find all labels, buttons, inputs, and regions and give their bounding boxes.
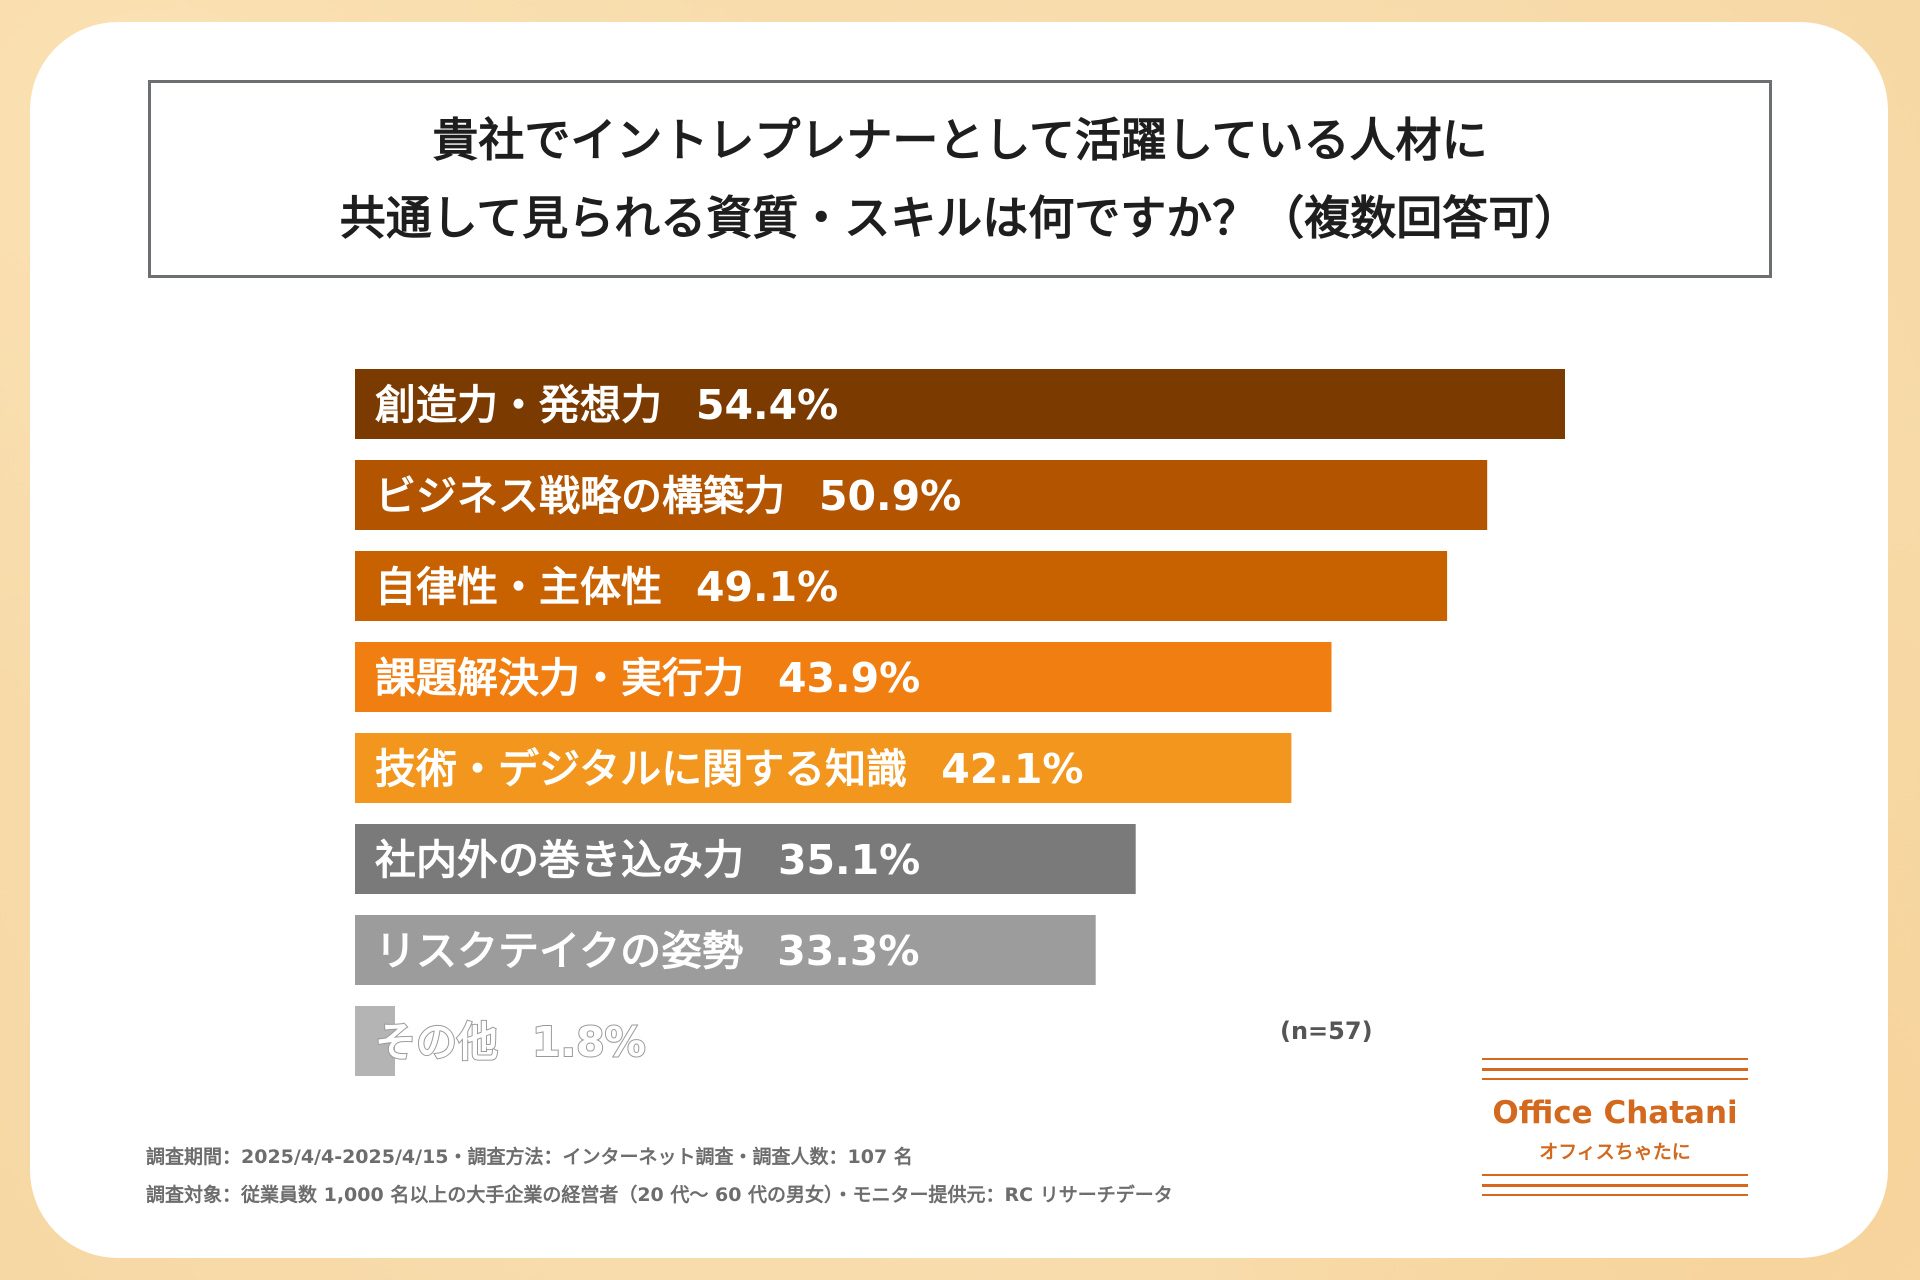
bar-value-label: 35.1% (778, 836, 920, 884)
logo-main-text: Office Chatani (1492, 1095, 1738, 1131)
bar-2 (355, 460, 1488, 530)
bar-8 (355, 1006, 395, 1076)
logo-rule (1482, 1174, 1748, 1176)
bar-category-label: 創造力・発想力 (375, 381, 662, 429)
bar-category-label: 技術・デジタルに関する知識 (375, 745, 907, 793)
bar-5 (355, 733, 1292, 803)
logo-rule (1482, 1078, 1748, 1080)
bar-category-label: ビジネス戦略の構築力 (375, 472, 785, 520)
bar-value-label: 43.9% (778, 654, 920, 702)
survey-target-note: 調査対象：従業員数 1,000 名以上の大手企業の経営者（20 代～ 60 代の… (146, 1184, 1173, 1206)
bar-value-label: 1.8% (532, 1018, 646, 1066)
bar-4 (355, 642, 1332, 712)
bar-label-8: その他 1.8% (375, 1018, 646, 1066)
survey-period-note: 調査期間：2025/4/4-2025/4/15・調査方法：インターネット調査・調… (146, 1146, 913, 1168)
bar-value-label: 54.4% (696, 381, 838, 429)
bar-label-5: 技術・デジタルに関する知識 42.1% (375, 745, 1083, 793)
sample-size-label: (n=57) (1280, 1017, 1373, 1045)
logo-rule (1482, 1058, 1748, 1060)
chart-title-line-2: 共通して見られる資質・スキルは何ですか？（複数回答可） (339, 191, 1581, 245)
bar-label-3: 自律性・主体性 49.1% (375, 563, 838, 611)
bar-value-label: 42.1% (941, 745, 1083, 793)
bar-category-label: 社内外の巻き込み力 (375, 836, 744, 884)
bar-6 (355, 824, 1136, 894)
logo-rule (1482, 1194, 1748, 1196)
bar-1 (355, 369, 1565, 439)
bar-category-label: その他 (375, 1018, 498, 1066)
office-chatani-logo: Office Chatani オフィスちゃたに (1482, 1055, 1748, 1205)
bar-category-label: 課題解決力・実行力 (375, 654, 744, 702)
bar-value-label: 50.9% (819, 472, 961, 520)
bar-label-1: 創造力・発想力 54.4% (375, 381, 838, 429)
logo-rule (1482, 1184, 1748, 1187)
bar-value-label: 49.1% (696, 563, 838, 611)
bar-category-label: リスクテイクの姿勢 (375, 927, 743, 975)
chart-title-line-1: 貴社でイントレプレナーとして活躍している人材に (432, 113, 1488, 167)
bar-label-2: ビジネス戦略の構築力 50.9% (375, 472, 961, 520)
logo-rule (1482, 1068, 1748, 1071)
bar-label-4: 課題解決力・実行力 43.9% (375, 654, 920, 702)
bar-category-label: 自律性・主体性 (375, 563, 662, 611)
bar-7 (355, 915, 1096, 985)
chart-title-box: 貴社でイントレプレナーとして活躍している人材に 共通して見られる資質・スキルは何… (148, 80, 1772, 278)
bar-3 (355, 551, 1448, 621)
bar-label-6: 社内外の巻き込み力 35.1% (375, 836, 920, 884)
logo-sub-text: オフィスちゃたに (1539, 1141, 1691, 1163)
bar-label-7: リスクテイクの姿勢 33.3% (375, 927, 919, 975)
bar-value-label: 33.3% (777, 927, 919, 975)
